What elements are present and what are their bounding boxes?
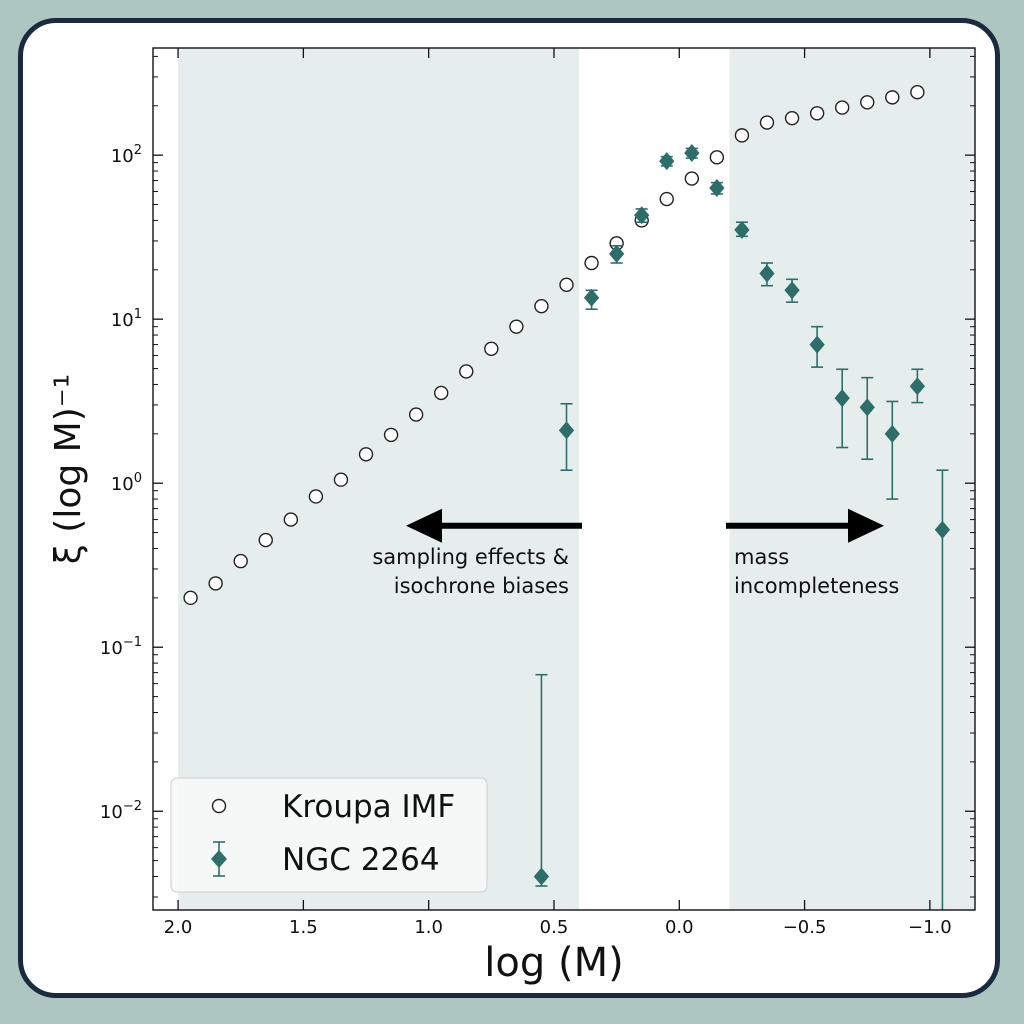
legend-ngc-marker (211, 850, 227, 868)
x-tick-label: 2.0 (164, 917, 193, 938)
kroupa-point (233, 553, 248, 569)
ngc2264-point (859, 398, 875, 417)
ngc2264-point (909, 377, 926, 396)
kroupa-point (709, 150, 725, 165)
kroupa-point (734, 128, 750, 143)
annotation-right-line2: incompleteness (734, 574, 899, 598)
x-tick-label: 0.5 (540, 917, 569, 938)
ngc2264-point (634, 206, 650, 225)
annotation-right-line1: mass (734, 545, 789, 569)
ngc2264-point (934, 520, 951, 539)
ngc2264-point (583, 288, 600, 307)
kroupa-point (509, 319, 524, 334)
ngc2264-point (659, 152, 675, 171)
kroupa-point (584, 255, 599, 271)
y-tick-label: 101 (111, 307, 142, 331)
kroupa-point (534, 298, 549, 314)
kroupa-point (684, 171, 700, 186)
plot-data (183, 84, 951, 910)
kroupa-point (183, 590, 198, 606)
shaded-region-1 (178, 48, 580, 910)
ngc2264-point (884, 424, 900, 443)
y-tick-label: 10−1 (100, 635, 142, 659)
kroupa-point (860, 95, 875, 110)
kroupa-point (784, 110, 800, 126)
kroupa-point (308, 489, 324, 504)
ngc2264-point (533, 867, 550, 886)
y-tick-label: 10−2 (100, 799, 142, 823)
legend-box (170, 777, 488, 893)
kroupa-point (910, 84, 925, 100)
kroupa-point (559, 277, 574, 293)
annotation-arrow-right-head (848, 508, 884, 543)
x-tick-label: −0.5 (783, 917, 827, 938)
y-tick-label: 102 (111, 143, 142, 167)
kroupa-point (408, 407, 424, 422)
kroupa-point (484, 341, 499, 356)
ngc2264-point (608, 244, 625, 263)
y-tick-label: 100 (111, 471, 142, 495)
kroupa-point (383, 427, 399, 443)
shaded-region-2 (729, 48, 975, 910)
legend-ngc-label: NGC 2264 (282, 842, 440, 878)
annotation-left-line2: isochrone biases (394, 574, 569, 598)
y-axis-label: ξ (log M)⁻¹ (48, 374, 89, 564)
x-tick-label: 1.0 (414, 917, 443, 938)
ngc2264-point (809, 335, 825, 354)
kroupa-point (283, 512, 299, 527)
ngc2264-point (734, 220, 750, 239)
kroupa-point (759, 115, 775, 130)
kroupa-point (834, 100, 850, 115)
ngc2264-point (558, 421, 575, 440)
legend-kroupa-label: Kroupa IMF (282, 789, 455, 825)
kroupa-point (459, 364, 474, 379)
legend-kroupa-marker (211, 798, 227, 814)
ngc2264-point (759, 264, 775, 283)
annotation-arrow-left-head (406, 508, 442, 543)
ngc2264-point (834, 389, 850, 408)
x-tick-label: 1.5 (289, 917, 318, 938)
ngc2264-point (709, 179, 725, 198)
annotation-left-line1: sampling effects & (372, 545, 569, 569)
kroupa-point (659, 191, 674, 207)
plot-frame (152, 47, 976, 911)
kroupa-point (809, 106, 825, 121)
x-axis-label: log (M) (484, 940, 623, 986)
kroupa-point (258, 532, 273, 548)
ngc2264-point (684, 144, 700, 163)
kroupa-point (208, 576, 223, 591)
ngc2264-point (784, 281, 800, 300)
kroupa-point (333, 472, 349, 487)
kroupa-point (434, 385, 449, 401)
kroupa-point (358, 447, 374, 462)
x-tick-label: 0.0 (665, 917, 694, 938)
kroupa-point (885, 90, 900, 105)
x-tick-label: −1.0 (908, 917, 952, 938)
